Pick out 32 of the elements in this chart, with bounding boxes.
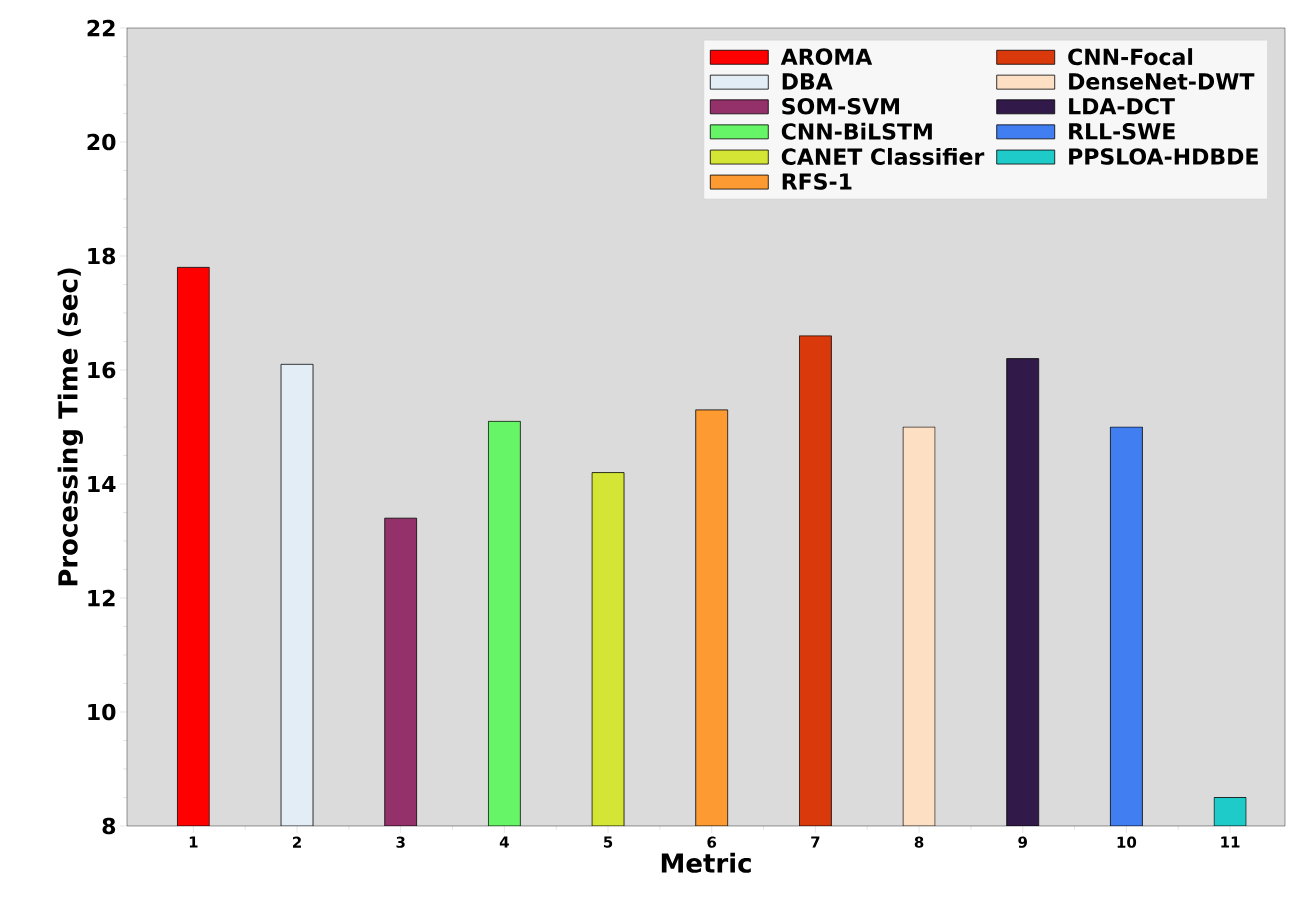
legend-label: RFS-1 [782,173,852,190]
x-tick-label: 2 [293,836,301,848]
y-tick-label: 16 [88,361,116,379]
legend-label: CNN-BiLSTM [781,122,932,140]
y-tick-label: 20 [87,133,116,151]
legend-label: CANET Classifier [781,147,985,165]
y-tick-label: 18 [88,247,116,265]
x-axis-title: Metric [661,852,751,873]
x-tick-label: 6 [707,836,717,848]
y-tick-label: 10 [88,703,116,721]
x-tick-label: 7 [811,836,820,848]
legend-label: PPSLOA-HDBDE [1069,148,1258,165]
legend-label: CNN-Focal [1068,48,1193,66]
x-tick-label: 1 [189,836,198,848]
legend-label: DBA [782,73,833,90]
x-tick-label: 11 [1221,836,1240,848]
legend-label: RLL-SWE [1069,122,1175,140]
legend-label: DenseNet-DWT [1069,73,1255,90]
x-tick-label: 9 [1018,836,1027,848]
y-tick-label: 8 [102,817,116,835]
x-tick-label: 4 [499,836,509,848]
y-tick-label: 12 [88,589,115,607]
legend-label: AROMA [780,48,873,65]
x-tick-label: 3 [396,836,405,848]
y-axis-title: Processing Time (sec) [57,268,83,586]
y-tick-label: 14 [88,475,116,493]
x-tick-label: 10 [1117,836,1137,848]
x-tick-label: 8 [914,836,924,848]
y-tick-label: 22 [87,19,115,37]
legend-label: SOM-SVM [782,97,899,115]
legend-label: LDA-DCT [1069,97,1175,115]
x-tick-label: 5 [603,836,613,848]
